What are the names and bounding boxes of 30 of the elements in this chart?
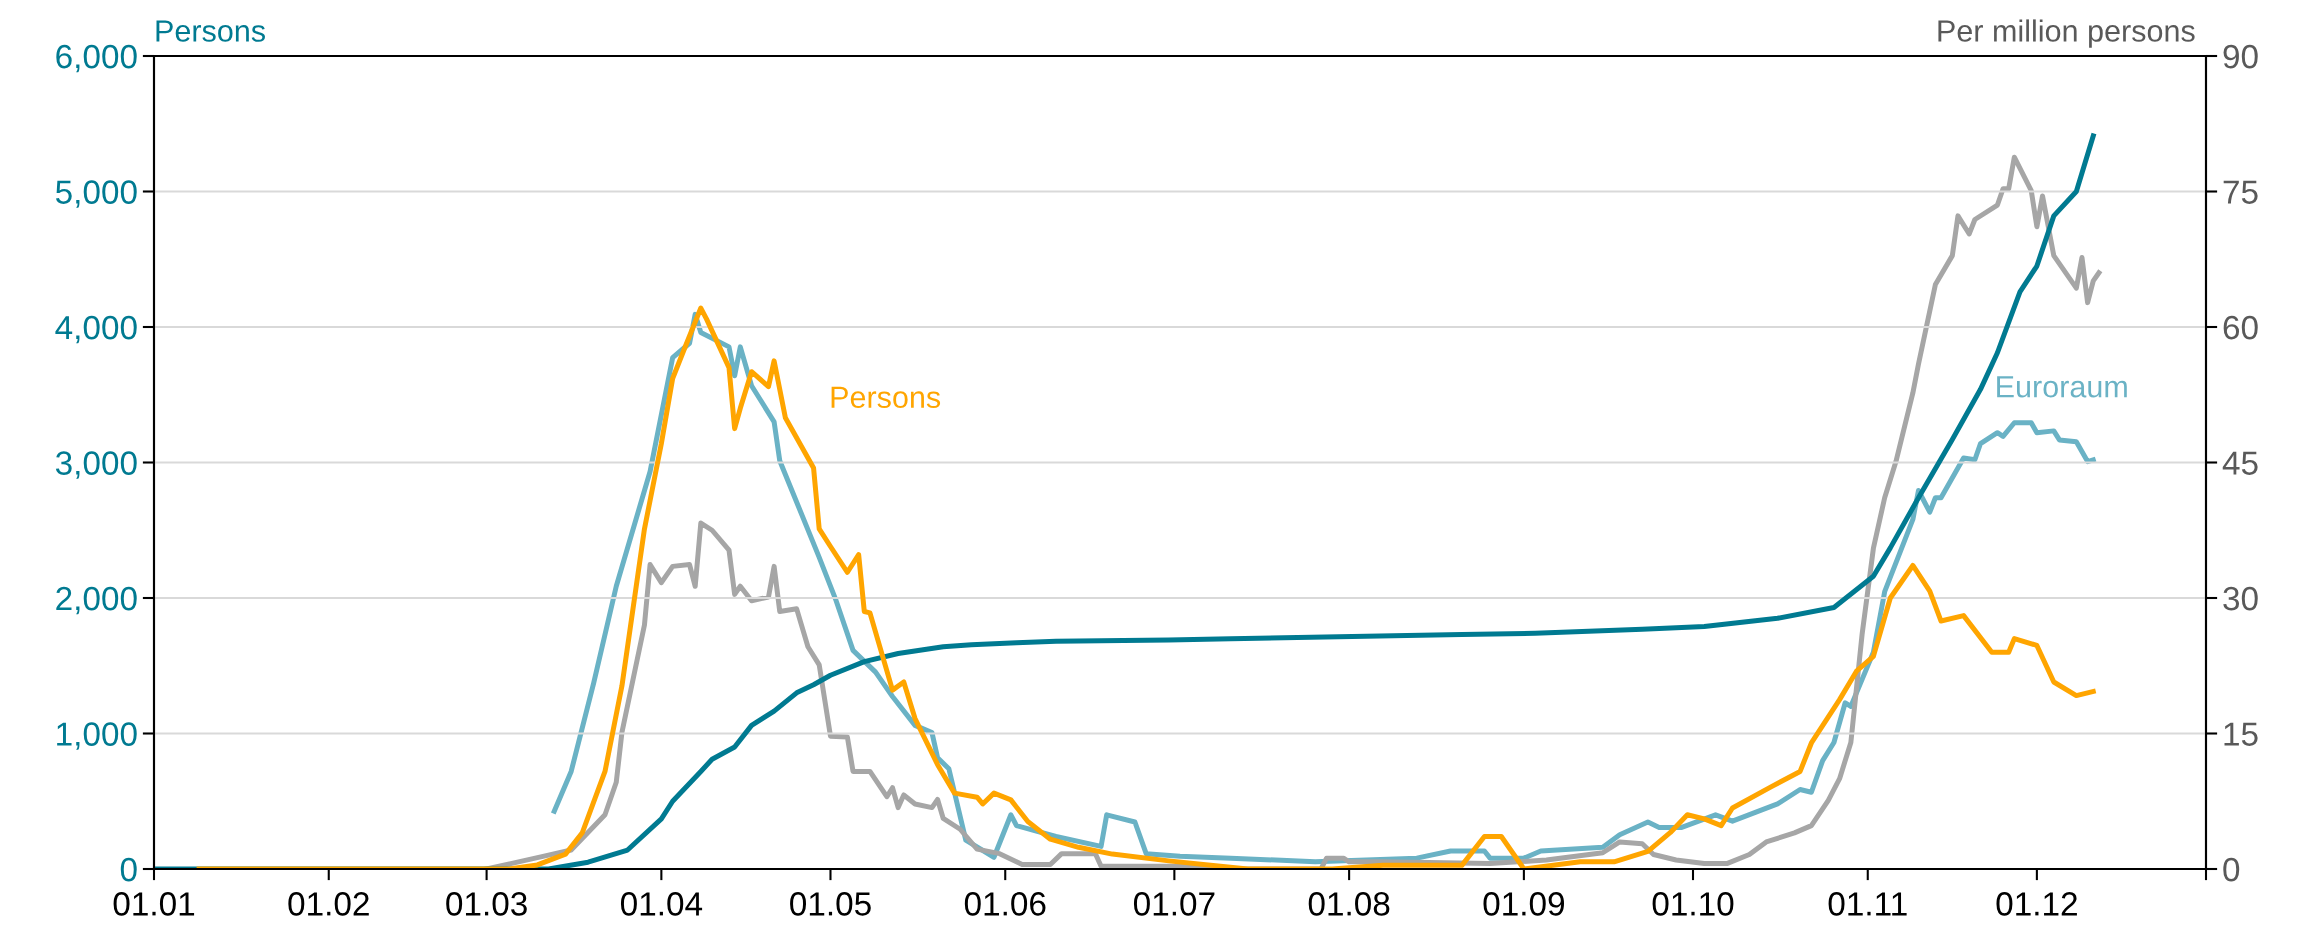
- x-tick-label: 01.12: [1996, 892, 2077, 916]
- x-tick-label: 01.10: [1652, 892, 1734, 916]
- y-tick-label: 4,000: [55, 315, 137, 344]
- y2-axis-title: Per million persons: [1938, 19, 2195, 48]
- x-tick-label: 01.01: [113, 892, 195, 916]
- x-tick-label: 01.06: [964, 892, 1046, 916]
- y-tick-label: 2,000: [56, 586, 137, 615]
- y2-tick-label: 90: [2223, 44, 2258, 69]
- y-tick-label: 1,000: [57, 722, 137, 750]
- y-tick-label: 0: [120, 857, 137, 882]
- y-tick-label: 3,000: [55, 451, 137, 479]
- y2-tick-label: 0: [2223, 857, 2240, 882]
- y-tick-label: 6,000: [56, 44, 137, 73]
- x-tick-label: 01.05: [790, 892, 871, 916]
- x-tick-label: 01.11: [1828, 892, 1907, 916]
- y2-tick-label: 60: [2223, 315, 2258, 340]
- x-tick-label: 01.08: [1308, 892, 1390, 916]
- x-tick-label: 01.03: [446, 892, 527, 916]
- series-label: Euroraum: [1997, 376, 2127, 398]
- y2-tick-label: 45: [2222, 451, 2258, 475]
- y2-tick-label: 15: [2224, 722, 2258, 746]
- y2-tick-label: 30: [2223, 586, 2258, 611]
- x-tick-label: 01.07: [1133, 892, 1215, 916]
- y-axis-title: Persons: [156, 20, 265, 42]
- x-tick-label: 01.09: [1483, 892, 1565, 916]
- x-tick-label: 01.02: [288, 892, 369, 916]
- y-tick-label: 5,000: [55, 180, 137, 208]
- x-tick-label: 01.04: [620, 892, 703, 916]
- y2-tick-label: 75: [2223, 180, 2258, 204]
- series-label: Persons: [831, 386, 941, 409]
